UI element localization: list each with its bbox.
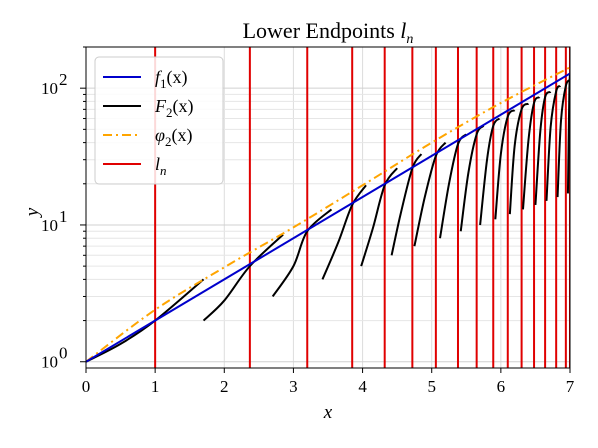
f2-segment [556, 79, 570, 198]
y-tick-label: 10 [41, 79, 58, 98]
f2-segment [508, 102, 530, 215]
f2-segment [494, 109, 516, 220]
legend: f1(x) F2(x) φ2(x) ln [94, 56, 224, 185]
x-axis-label: x [323, 402, 333, 423]
f2-segment [390, 153, 423, 256]
y-tick-label: 10 [41, 216, 58, 235]
ln-vertical-lines [154, 47, 570, 368]
title-sub: n [406, 32, 413, 47]
x-tick-label: 2 [220, 377, 229, 396]
legend-label: φ2(x) [155, 125, 192, 149]
f2-segment [545, 85, 562, 201]
f2-series [86, 73, 570, 363]
f1-line [86, 72, 570, 363]
y-tick-label: 10 [41, 353, 58, 372]
y-axis-label: y [22, 207, 43, 218]
phi2-line [86, 66, 570, 363]
legend-label: ln [155, 154, 167, 178]
f2-segment [521, 96, 541, 210]
x-tick-label: 5 [427, 377, 436, 396]
x-tick-label: 6 [497, 377, 506, 396]
plot-frame [85, 46, 571, 369]
f2-segment [413, 141, 447, 247]
title-math: l [400, 18, 406, 43]
f2-segment [202, 233, 284, 322]
chart-title: Lower Endpoints ln [243, 18, 414, 47]
f2-segment [479, 117, 501, 226]
main-series [86, 66, 570, 363]
x-tick-label: 3 [289, 377, 298, 396]
legend-label: F2(x) [154, 96, 194, 120]
x-tick-label: 1 [151, 377, 160, 396]
f2-segment [534, 90, 552, 206]
y-tick-exponent: 1 [59, 207, 68, 226]
f2-segment [321, 184, 367, 280]
f2-segment [360, 167, 398, 267]
legend-label: f1(x) [155, 67, 188, 91]
y-tick-exponent: 0 [59, 344, 68, 363]
f2-segment [86, 278, 205, 363]
f2-segment [271, 208, 333, 298]
x-tick-label: 4 [358, 377, 367, 396]
legend-box [94, 56, 224, 185]
x-tick-label: 0 [82, 377, 91, 396]
x-tick-label: 7 [566, 377, 575, 396]
y-tick-exponent: 2 [59, 70, 68, 89]
